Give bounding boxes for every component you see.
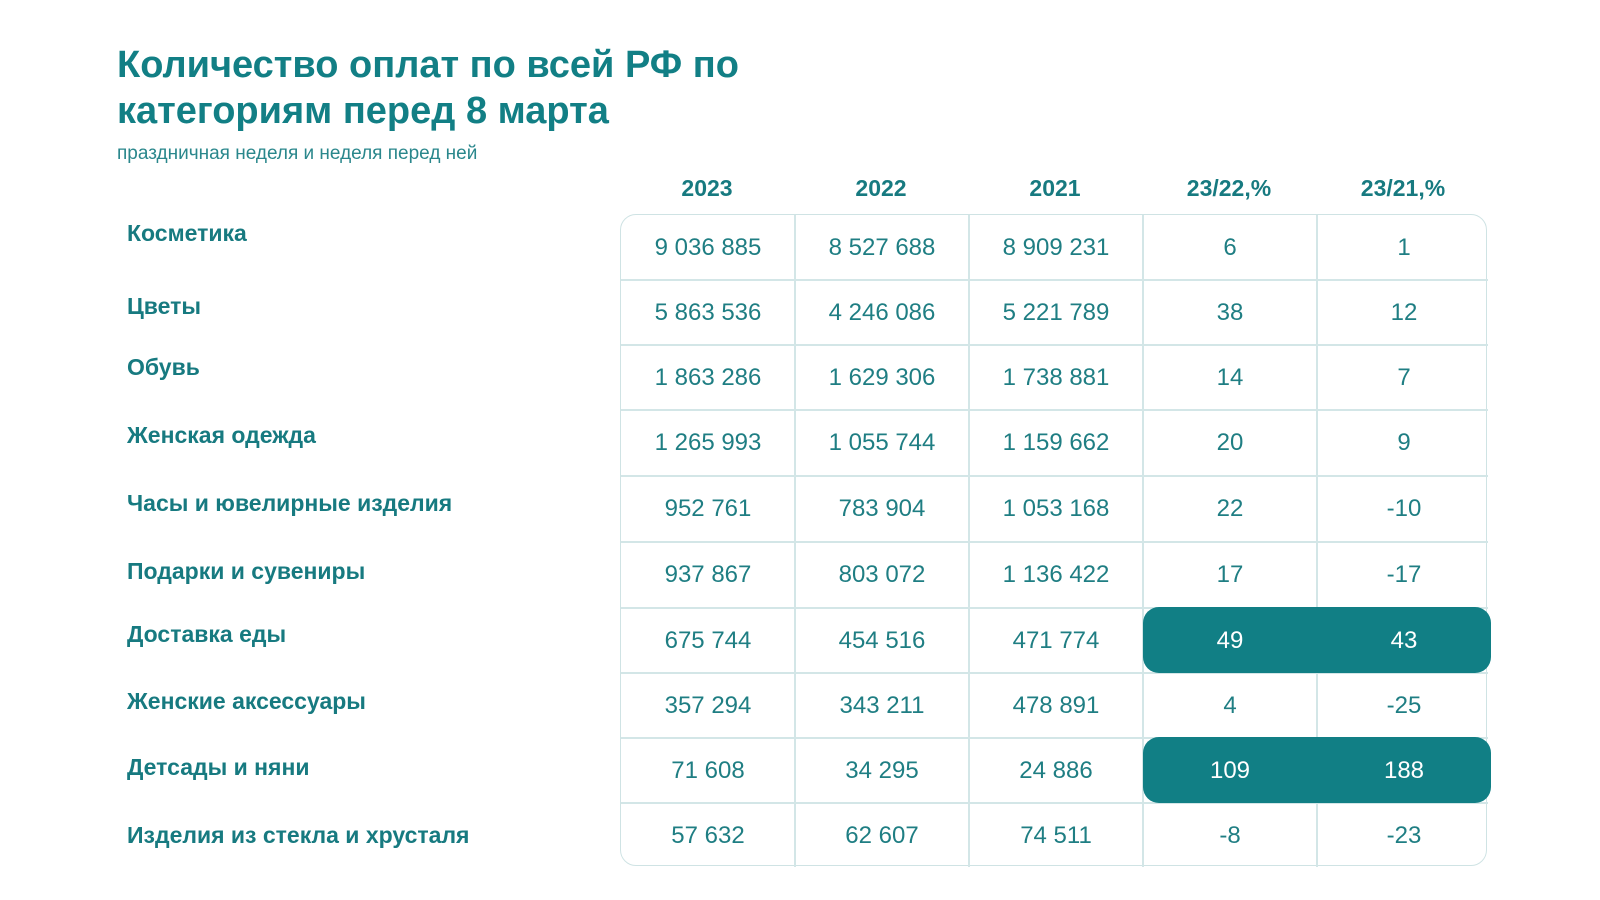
row-divider	[621, 802, 1488, 804]
row-divider	[621, 607, 1488, 609]
table-cell: 43	[1390, 626, 1418, 654]
column-header: 2022	[855, 175, 907, 201]
table-cell: -10	[1386, 495, 1422, 522]
column-header: 2023	[681, 175, 733, 201]
table-cell: 803 072	[838, 561, 926, 588]
table-cell: 188	[1383, 756, 1425, 784]
table-cell: 22	[1216, 495, 1244, 522]
row-label: Часы и ювелирные изделия	[127, 490, 453, 516]
table-cell: -8	[1219, 821, 1241, 849]
table-cell: 62 607	[845, 821, 919, 849]
table-cell: 1 053 168	[1002, 495, 1110, 522]
table-cell: 478 891	[1012, 691, 1100, 719]
row-label: Изделия из стекла и хрусталя	[127, 822, 470, 848]
table-cell: 24 886	[1019, 756, 1093, 784]
table-cell: 1 055 744	[828, 429, 936, 456]
table-cell: 7	[1397, 363, 1411, 391]
column-headers: 2023 2022 2021 23/22,% 23/21,%	[620, 170, 1489, 206]
table-cell: 49	[1216, 626, 1244, 654]
table-cell: 12	[1390, 298, 1418, 326]
row-label: Женская одежда	[127, 422, 316, 448]
table-cell: 4	[1223, 691, 1237, 719]
row-divider	[621, 279, 1488, 281]
table-cell: 343 211	[839, 691, 925, 719]
highlight-band	[1143, 607, 1491, 673]
row-label: Женские аксессуары	[127, 688, 366, 714]
table-cell: 34 295	[845, 756, 919, 784]
table-cell: 9 036 885	[654, 233, 762, 261]
table-cell: 454 516	[838, 626, 926, 654]
row-label: Обувь	[127, 354, 200, 380]
row-divider	[621, 475, 1488, 477]
table-cell: -25	[1386, 691, 1422, 719]
table-cell: 357 294	[664, 691, 752, 719]
table-cell: 38	[1216, 298, 1244, 326]
row-divider	[621, 672, 1488, 674]
table-cell: 937 867	[664, 561, 752, 588]
table-cell: 1	[1397, 233, 1411, 261]
table-cell: 17	[1216, 561, 1244, 588]
table-cell: 8 909 231	[1002, 233, 1110, 261]
table-cell: -23	[1386, 821, 1422, 849]
table-cell: 1 159 662	[1002, 429, 1110, 456]
column-header: 2021	[1029, 175, 1081, 201]
row-divider	[621, 541, 1488, 543]
table-cell: 5 863 536	[654, 298, 762, 326]
table-cell: 4 246 086	[828, 298, 936, 326]
row-label: Подарки и сувениры	[127, 558, 366, 584]
table-cell: 952 761	[664, 495, 752, 522]
row-label: Косметика	[127, 220, 247, 246]
row-label: Доставка еды	[127, 621, 287, 647]
table-cell: 783 904	[838, 495, 926, 522]
table-cell: 471 774	[1012, 626, 1100, 654]
table-cell: 675 744	[664, 626, 752, 654]
column-header: 23/21,%	[1360, 175, 1446, 201]
page-title: Количество оплат по всей РФ по категория…	[117, 44, 739, 132]
row-label: Детсады и няни	[127, 754, 310, 780]
table-cell: 20	[1216, 429, 1244, 456]
highlight-band	[1143, 737, 1491, 803]
row-divider	[621, 737, 1488, 739]
table-cell: 71 608	[671, 756, 745, 784]
table-cell: 14	[1216, 363, 1244, 391]
row-label: Цветы	[127, 293, 202, 319]
row-divider	[621, 409, 1488, 411]
column-header: 23/22,%	[1186, 175, 1272, 201]
table-cell: 1 863 286	[654, 363, 762, 391]
table-cell: 1 738 881	[1002, 363, 1110, 391]
table-cell: 5 221 789	[1002, 298, 1110, 326]
table-cell: 74 511	[1020, 821, 1092, 849]
data-table-grid: 9 036 885 8 527 688 8 909 231 6 1 5 863 536 4 …	[620, 214, 1491, 867]
row-divider	[621, 344, 1488, 346]
table-cell: 1 629 306	[828, 363, 936, 391]
page-subtitle: праздничная неделя и неделя перед ней	[117, 143, 478, 164]
table-cell: 9	[1397, 429, 1411, 456]
table-cell: 6	[1223, 233, 1237, 261]
table-cell: 1 265 993	[654, 429, 762, 456]
table-cell: 1 136 422	[1002, 561, 1110, 588]
table-cell: -17	[1386, 561, 1422, 588]
table-cell: 109	[1209, 756, 1251, 784]
table-cell: 57 632	[671, 821, 745, 849]
table-cell: 8 527 688	[828, 233, 936, 261]
